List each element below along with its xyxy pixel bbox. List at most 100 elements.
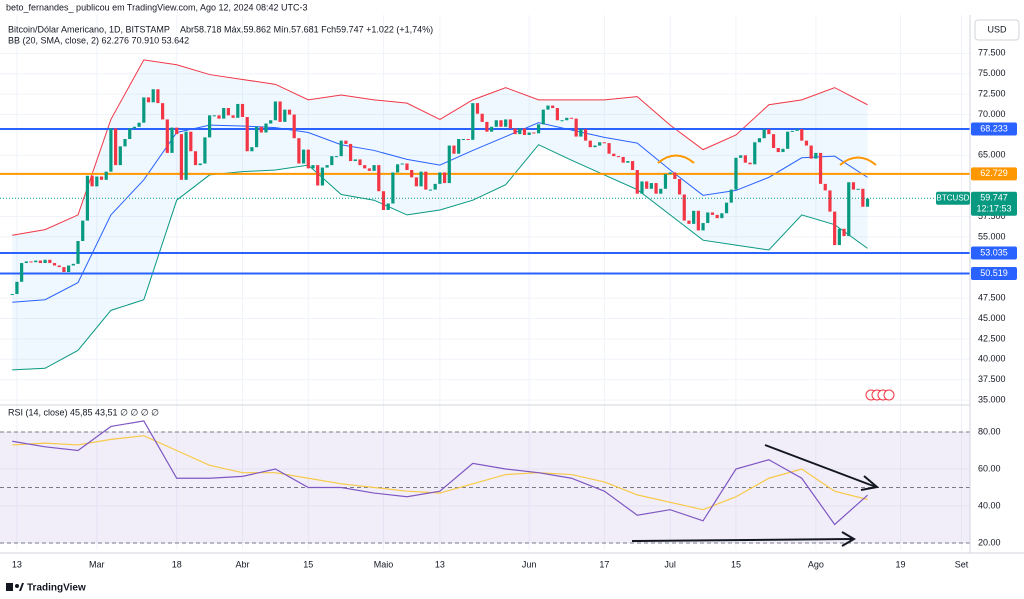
- level-label: 68.233: [980, 123, 1008, 133]
- candle-body: [612, 153, 616, 157]
- trend-arrow: [631, 531, 856, 547]
- candle-body: [485, 121, 489, 132]
- x-tick-label: Jul: [664, 559, 676, 569]
- candle-body: [767, 129, 771, 135]
- candle-body: [771, 134, 776, 148]
- candle-body: [81, 220, 85, 242]
- y-tick-label: 75.000: [978, 68, 1006, 78]
- candle-body: [480, 113, 484, 122]
- candle-body: [701, 223, 705, 231]
- candle-body: [551, 105, 555, 109]
- candle-body: [635, 170, 639, 194]
- candle-body: [433, 183, 437, 190]
- y-tick-label: 37.500: [978, 374, 1006, 384]
- candle-body: [405, 163, 409, 171]
- candle-body: [837, 228, 841, 246]
- candle-body: [847, 182, 851, 237]
- candle-body: [222, 108, 226, 119]
- countdown-label: 12:17:53: [976, 204, 1011, 214]
- candle-body: [654, 183, 658, 194]
- candle-body: [236, 103, 240, 118]
- candle-body: [301, 149, 306, 164]
- candle-body: [123, 139, 127, 147]
- candle-body: [118, 146, 122, 166]
- candle-body: [10, 294, 14, 296]
- candle-body: [518, 128, 522, 135]
- candle-body: [865, 198, 870, 207]
- rsi-tick-label: 80.00: [978, 426, 1001, 436]
- candle-body: [776, 147, 780, 153]
- x-tick-label: 13: [435, 559, 445, 569]
- y-tick-label: 72.500: [978, 89, 1006, 99]
- candle-body: [804, 140, 809, 146]
- rsi-tick-label: 40.00: [978, 500, 1001, 510]
- x-tick-label: 19: [895, 559, 905, 569]
- candle-body: [555, 108, 559, 121]
- candle-body: [29, 261, 33, 263]
- candle-body: [311, 165, 315, 169]
- x-tick-label: Maio: [374, 559, 394, 569]
- candle-body: [419, 171, 423, 187]
- candle-body: [203, 137, 207, 164]
- candle-body: [414, 177, 418, 187]
- candle-body: [292, 114, 296, 139]
- candle-body: [391, 172, 395, 204]
- bb-lower: [12, 144, 868, 371]
- candle-body: [598, 142, 602, 146]
- candle-body: [254, 126, 259, 148]
- candle-body: [367, 168, 371, 171]
- attribution: beto_fernandes_ publicou em TradingView.…: [6, 2, 308, 12]
- candle-body: [62, 267, 66, 273]
- candle-body: [38, 260, 43, 264]
- candle-body: [621, 156, 625, 163]
- symbol-label: BTCUSD: [937, 193, 970, 202]
- candle-body: [320, 167, 324, 186]
- candle-body: [358, 159, 362, 166]
- candle-body: [67, 265, 71, 273]
- candle-body: [687, 220, 691, 224]
- candle-body: [377, 165, 381, 192]
- candle-body: [593, 145, 597, 148]
- candle-body: [386, 203, 390, 210]
- candle-body: [861, 188, 865, 207]
- candle-body: [447, 145, 451, 184]
- candle-body: [52, 263, 57, 266]
- candle-body: [851, 182, 856, 190]
- candle-body: [710, 212, 715, 215]
- level-label: 50.519: [980, 268, 1008, 278]
- candle-body: [339, 140, 343, 157]
- plot: [0, 59, 970, 526]
- candle-body: [532, 132, 536, 134]
- x-tick-label: 13: [12, 559, 22, 569]
- candle-body: [583, 129, 588, 141]
- candle-body: [400, 163, 404, 165]
- currency-box[interactable]: [974, 19, 1020, 41]
- candle-body: [607, 143, 611, 154]
- bb-basis: [12, 122, 868, 303]
- candle-body: [273, 101, 277, 121]
- y-tick-label: 35.000: [978, 394, 1006, 404]
- candle-body: [757, 138, 762, 143]
- candle-body: [546, 105, 550, 110]
- candle-body: [762, 129, 766, 139]
- event-flags[interactable]: [865, 389, 895, 401]
- x-tick-label: 17: [599, 559, 609, 569]
- candle-body: [743, 155, 747, 163]
- candle-body: [823, 183, 827, 191]
- candle-body: [278, 101, 282, 122]
- candle-body: [659, 188, 663, 194]
- x-tick-label: Set: [955, 559, 969, 569]
- candle-body: [175, 127, 179, 135]
- candle-body: [692, 210, 696, 224]
- candle-body: [673, 172, 677, 179]
- candle-body: [90, 175, 94, 187]
- y-tick-label: 57.500: [978, 211, 1006, 221]
- candle-body: [471, 103, 475, 140]
- candle-body: [452, 145, 456, 154]
- candle-body: [184, 131, 188, 180]
- last-price-box: [971, 191, 1017, 216]
- candle-body: [193, 151, 198, 166]
- candle-body: [522, 128, 527, 135]
- candle-body: [818, 152, 823, 184]
- bb-upper: [12, 59, 868, 236]
